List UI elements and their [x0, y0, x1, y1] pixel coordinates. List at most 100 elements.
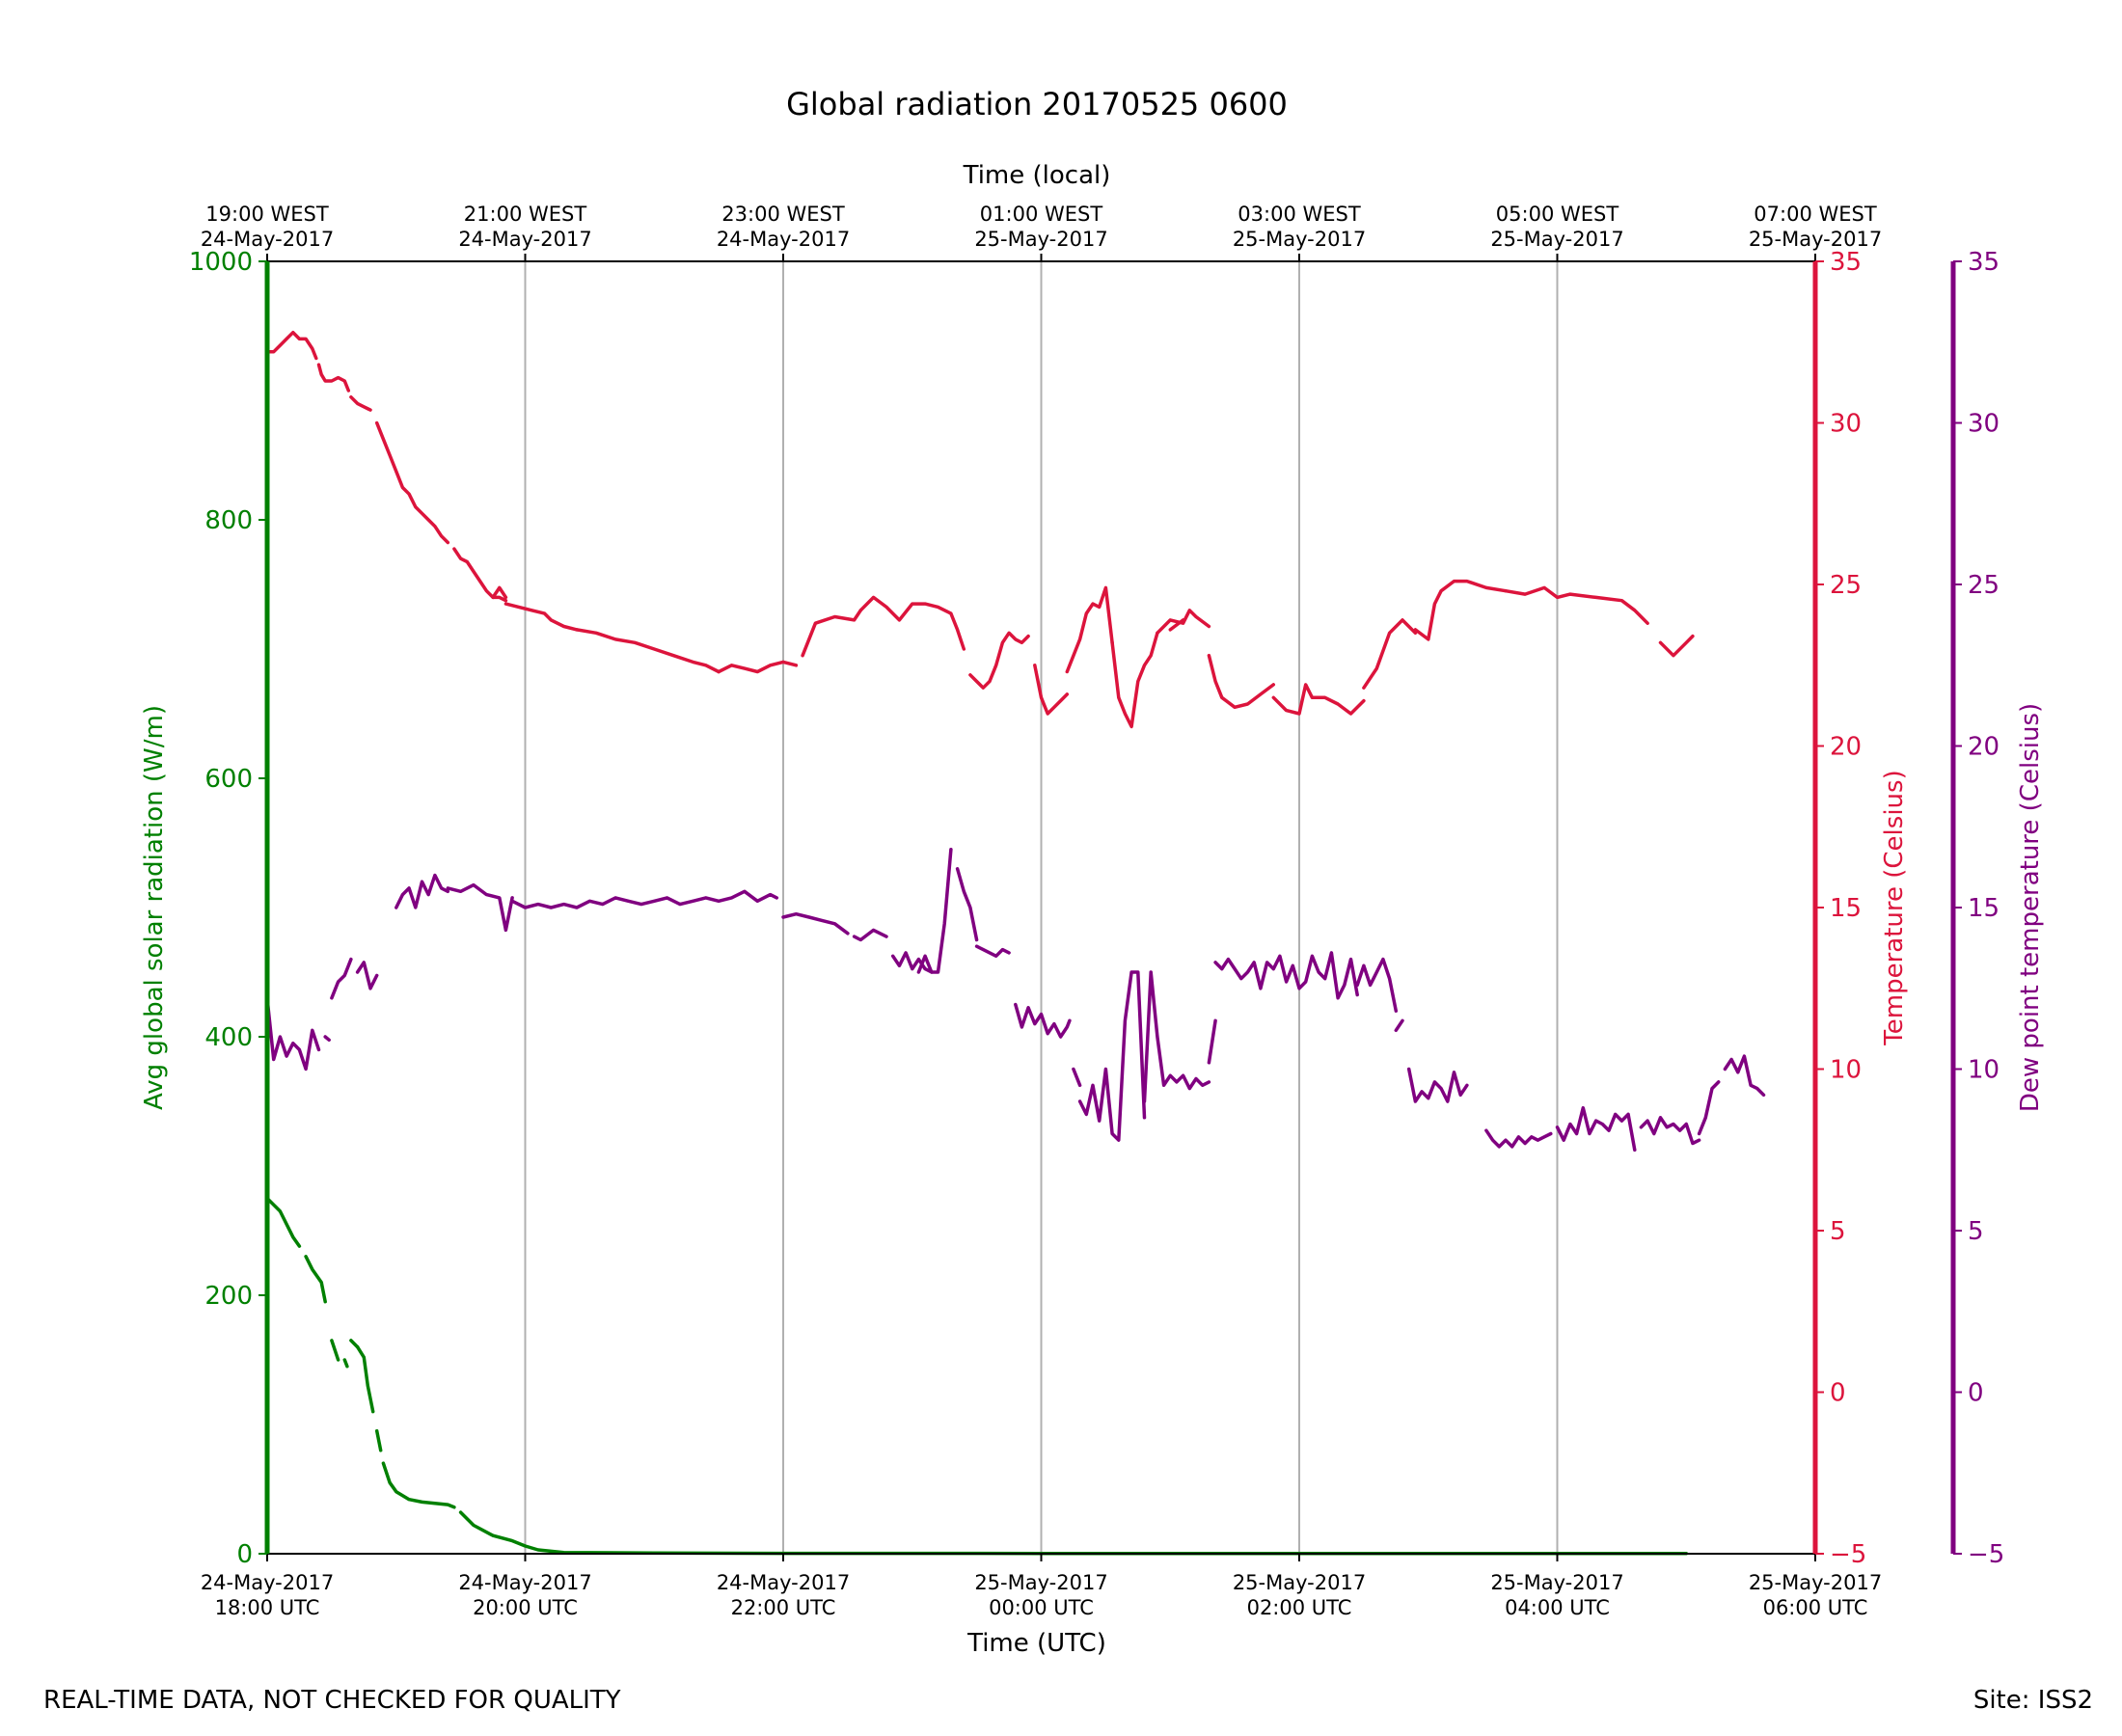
x-tick-label-top-4: 03:00 WEST [1238, 203, 1361, 226]
dewpoint-line-segment-19 [1355, 957, 1399, 1013]
x-tick-label-top-3-line2: 25-May-2017 [974, 228, 1107, 251]
dewpoint-line-segment-1 [323, 1035, 331, 1043]
x-tick-label-bottom-0-line2: 18:00 UTC [215, 1596, 320, 1619]
dewpoint-line-segment-14 [1072, 1067, 1082, 1088]
x-tick-label-top-6-line2: 25-May-2017 [1749, 228, 1882, 251]
radiation-axis-label: Avg global solar radiation (W/m) [140, 705, 169, 1110]
dewpoint-line-segment-17 [1207, 1018, 1217, 1065]
temperature-line-segment-3 [374, 420, 450, 545]
dewpoint-line-segment-15 [1077, 970, 1147, 1142]
x-tick-label-bottom-3: 25-May-2017 [974, 1571, 1107, 1594]
dewpoint-line-segment-12 [974, 944, 1011, 959]
temperature-line-segment-17 [1207, 653, 1276, 710]
dewpoint-line-segment-21 [1406, 1067, 1469, 1103]
temperature-line-segment-22 [1658, 634, 1695, 658]
radiation-line-segment-8 [458, 1510, 785, 1556]
x-tick-label-bottom-4-line2: 02:00 UTC [1247, 1596, 1352, 1619]
dewpoint-line-segment-13 [1014, 1002, 1072, 1039]
dewpoint-line-segment-2 [330, 957, 353, 1000]
x-tick-label-bottom-1-line2: 20:00 UTC [473, 1596, 578, 1619]
temperature-tick-label-7: 30 [1830, 410, 1862, 439]
temperature-line-segment-10 [858, 595, 966, 651]
radiation-tick-label-1: 200 [204, 1282, 253, 1311]
dewpoint-tick-label-6: 25 [1968, 571, 2000, 600]
radiation-line-segment-2 [330, 1339, 340, 1362]
temperature-line-segment-11 [968, 631, 1030, 690]
dewpoint-line-segment-18 [1213, 951, 1359, 1000]
x-tick-label-top-2-line2: 24-May-2017 [717, 228, 850, 251]
chart-title: Global radiation 20170525 0600 [786, 86, 1288, 122]
temperature-line-segment-19 [1362, 618, 1418, 690]
radiation-line-segment-0 [265, 1196, 302, 1248]
temperature-line-segment-13 [1065, 585, 1114, 674]
x-tick-label-bottom-6-line2: 06:00 UTC [1763, 1596, 1868, 1619]
temperature-line-segment-15 [1156, 609, 1211, 636]
radiation-line-segment-6 [374, 1428, 383, 1452]
temperature-tick-label-8: 35 [1830, 248, 1862, 277]
x-tick-label-top-2: 23:00 WEST [721, 203, 845, 226]
site-label: Site: ISS2 [1972, 1686, 2093, 1715]
dewpoint-line-segment-25 [1697, 1080, 1721, 1136]
dewpoint-line-segment-22 [1484, 1128, 1553, 1149]
temperature-tick-label-1: 0 [1830, 1379, 1846, 1408]
dewpoint-tick-label-1: 0 [1968, 1379, 1984, 1408]
dewpoint-tick-label-5: 20 [1968, 733, 2000, 762]
radiation-line-segment-7 [381, 1461, 456, 1509]
x-tick-label-top-1-line2: 24-May-2017 [458, 228, 591, 251]
temperature-line-segment-2 [349, 394, 372, 412]
x-tick-label-bottom-5: 25-May-2017 [1490, 1571, 1623, 1594]
radiation-tick-label-0: 0 [236, 1540, 253, 1569]
temperature-line-segment-5 [491, 585, 508, 600]
axes-layer [264, 260, 1956, 1555]
x-tick-label-top-3: 01:00 WEST [980, 203, 1103, 226]
temperature-line-segment-9 [801, 609, 863, 658]
radiation-line-segment-1 [304, 1255, 327, 1304]
radiation-tick-label-3: 600 [204, 765, 253, 794]
temperature-tick-label-5: 20 [1830, 733, 1862, 762]
x-tick-label-bottom-2-line2: 22:00 UTC [731, 1596, 836, 1619]
x-tick-label-bottom-6: 25-May-2017 [1749, 1571, 1882, 1594]
temperature-line-segment-18 [1271, 683, 1366, 716]
dewpoint-line-segment-9 [890, 951, 934, 974]
x-tick-label-bottom-1: 24-May-2017 [458, 1571, 591, 1594]
temperature-line-segment-0 [265, 330, 318, 361]
temperature-line-segment-6 [503, 602, 579, 632]
x-tick-label-bottom-2: 24-May-2017 [717, 1571, 850, 1594]
top-axis-label: Time (local) [963, 161, 1111, 190]
temperature-tick-label-4: 15 [1830, 894, 1862, 923]
x-tick-label-top-0-line2: 24-May-2017 [201, 228, 334, 251]
dewpoint-line-segment-8 [852, 928, 888, 942]
dewpoint-line-segment-16 [1142, 970, 1211, 1103]
dewpoint-tick-label-7: 30 [1968, 410, 2000, 439]
x-tick-label-top-1: 21:00 WEST [464, 203, 587, 226]
temperature-axis-label: Temperature (Celsius) [1880, 770, 1909, 1045]
dewpoint-tick-label-0: −5 [1968, 1540, 2004, 1569]
dewpoint-line-segment-11 [955, 867, 979, 942]
x-tick-label-top-0: 19:00 WEST [205, 203, 329, 226]
temperature-line-segment-12 [1033, 664, 1070, 716]
temperature-line-segment-21 [1504, 585, 1649, 625]
temperature-line-segment-20 [1413, 579, 1508, 641]
x-tick-label-top-6: 07:00 WEST [1754, 203, 1877, 226]
quality-note: REAL-TIME DATA, NOT CHECKED FOR QUALITY [43, 1686, 621, 1715]
temperature-tick-label-2: 5 [1830, 1217, 1846, 1246]
dewpoint-tick-label-3: 10 [1968, 1056, 2000, 1085]
temperature-line-segment-7 [575, 628, 721, 674]
dewpoint-line-segment-4 [394, 873, 450, 909]
series-layer [265, 330, 1766, 1556]
x-tick-label-bottom-5-line2: 04:00 UTC [1505, 1596, 1610, 1619]
grid-lines [524, 261, 1559, 1554]
dewpoint-line-segment-26 [1723, 1054, 1766, 1098]
temperature-line-segment-14 [1110, 631, 1159, 729]
x-tick-label-bottom-0: 24-May-2017 [201, 1571, 334, 1594]
dewpoint-line-segment-3 [355, 961, 379, 990]
dewpoint-tick-label-4: 15 [1968, 894, 2000, 923]
temperature-tick-label-0: −5 [1830, 1540, 1866, 1569]
temperature-line-segment-4 [452, 547, 508, 603]
x-tick-label-top-5-line2: 25-May-2017 [1490, 228, 1623, 251]
temperature-line-segment-1 [316, 363, 351, 393]
dewpoint-axis-label: Dew point temperature (Celsius) [2016, 703, 2045, 1112]
temperature-tick-label-6: 25 [1830, 571, 1862, 600]
